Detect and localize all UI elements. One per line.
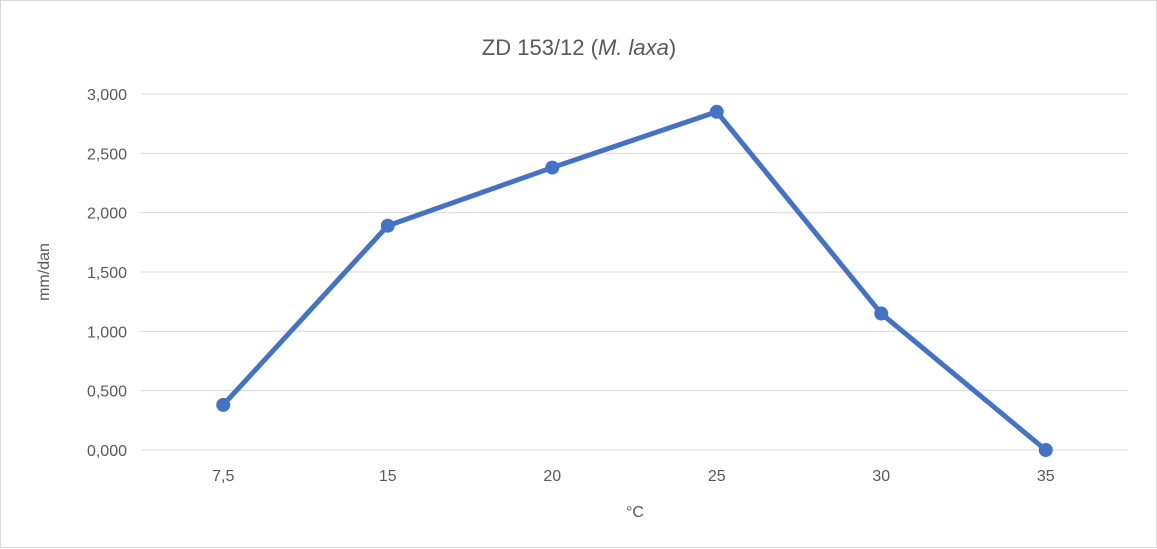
y-tick-label: 3,000: [87, 87, 127, 104]
data-point: [1038, 443, 1053, 457]
y-tick-label: 0,000: [87, 443, 127, 460]
gridlines: [141, 93, 1128, 451]
chart-title: ZD 153/12 (M. laxa): [482, 35, 676, 60]
data-point: [545, 160, 560, 175]
y-tick-label: 1,000: [87, 324, 127, 341]
y-axis-ticks: 0,000 0,500 1,000 1,500 2,000 2,500 3,000: [87, 87, 127, 460]
y-tick-label: 2,000: [87, 206, 127, 223]
data-point: [216, 397, 231, 412]
y-tick-label: 2,500: [87, 146, 127, 163]
x-tick-label: 20: [543, 468, 561, 485]
x-tick-label: 7,5: [212, 468, 234, 485]
series-line: [220, 109, 1049, 453]
x-axis-title: °C: [626, 504, 644, 521]
y-tick-label: 1,500: [87, 265, 127, 282]
series-group: [216, 104, 1053, 457]
x-tick-label: 35: [1037, 468, 1055, 485]
data-point: [709, 104, 724, 119]
y-tick-label: 0,500: [87, 384, 127, 401]
y-axis-title: mm/dan: [36, 243, 53, 301]
x-tick-label: 15: [379, 468, 397, 485]
x-tick-label: 30: [872, 468, 890, 485]
data-point: [380, 218, 395, 233]
x-tick-label: 25: [708, 468, 726, 485]
x-axis-ticks: 7,5 15 20 25 30 35: [212, 468, 1055, 485]
data-point: [874, 306, 889, 321]
